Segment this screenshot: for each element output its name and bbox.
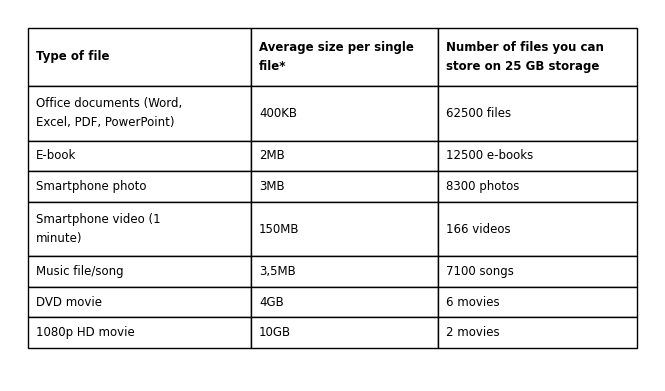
FancyBboxPatch shape <box>251 202 438 256</box>
FancyBboxPatch shape <box>438 317 637 348</box>
Text: 62500 files: 62500 files <box>446 107 511 120</box>
Text: 150MB: 150MB <box>259 222 299 235</box>
FancyBboxPatch shape <box>28 317 251 348</box>
FancyBboxPatch shape <box>251 28 438 86</box>
FancyBboxPatch shape <box>438 202 637 256</box>
Text: Number of files you can
store on 25 GB storage: Number of files you can store on 25 GB s… <box>446 41 604 73</box>
Text: 3,5MB: 3,5MB <box>259 265 296 278</box>
FancyBboxPatch shape <box>251 140 438 171</box>
Text: 3MB: 3MB <box>259 180 285 193</box>
Text: Type of file: Type of file <box>36 50 110 63</box>
FancyBboxPatch shape <box>438 28 637 86</box>
Text: 10GB: 10GB <box>259 326 291 339</box>
Text: Smartphone video (1
minute): Smartphone video (1 minute) <box>36 213 161 245</box>
FancyBboxPatch shape <box>251 287 438 317</box>
Text: Office documents (Word,
Excel, PDF, PowerPoint): Office documents (Word, Excel, PDF, Powe… <box>36 97 182 129</box>
Text: 12500 e-books: 12500 e-books <box>446 149 533 162</box>
FancyBboxPatch shape <box>251 256 438 287</box>
FancyBboxPatch shape <box>438 256 637 287</box>
Text: 8300 photos: 8300 photos <box>446 180 519 193</box>
Text: 1080p HD movie: 1080p HD movie <box>36 326 135 339</box>
Text: E-book: E-book <box>36 149 76 162</box>
FancyBboxPatch shape <box>28 140 251 171</box>
FancyBboxPatch shape <box>28 171 251 202</box>
FancyBboxPatch shape <box>251 86 438 140</box>
Text: 2MB: 2MB <box>259 149 285 162</box>
Text: DVD movie: DVD movie <box>36 296 102 308</box>
Text: 6 movies: 6 movies <box>446 296 499 308</box>
FancyBboxPatch shape <box>251 317 438 348</box>
Text: Average size per single
file*: Average size per single file* <box>259 41 414 73</box>
FancyBboxPatch shape <box>438 86 637 140</box>
Text: Music file/song: Music file/song <box>36 265 124 278</box>
FancyBboxPatch shape <box>438 171 637 202</box>
Text: 400KB: 400KB <box>259 107 297 120</box>
FancyBboxPatch shape <box>28 287 251 317</box>
FancyBboxPatch shape <box>28 86 251 140</box>
FancyBboxPatch shape <box>28 256 251 287</box>
Text: 7100 songs: 7100 songs <box>446 265 514 278</box>
FancyBboxPatch shape <box>438 287 637 317</box>
Text: 166 videos: 166 videos <box>446 222 511 235</box>
FancyBboxPatch shape <box>28 202 251 256</box>
FancyBboxPatch shape <box>251 171 438 202</box>
Text: Smartphone photo: Smartphone photo <box>36 180 146 193</box>
FancyBboxPatch shape <box>28 28 251 86</box>
FancyBboxPatch shape <box>438 140 637 171</box>
Text: 4GB: 4GB <box>259 296 284 308</box>
Text: 2 movies: 2 movies <box>446 326 499 339</box>
